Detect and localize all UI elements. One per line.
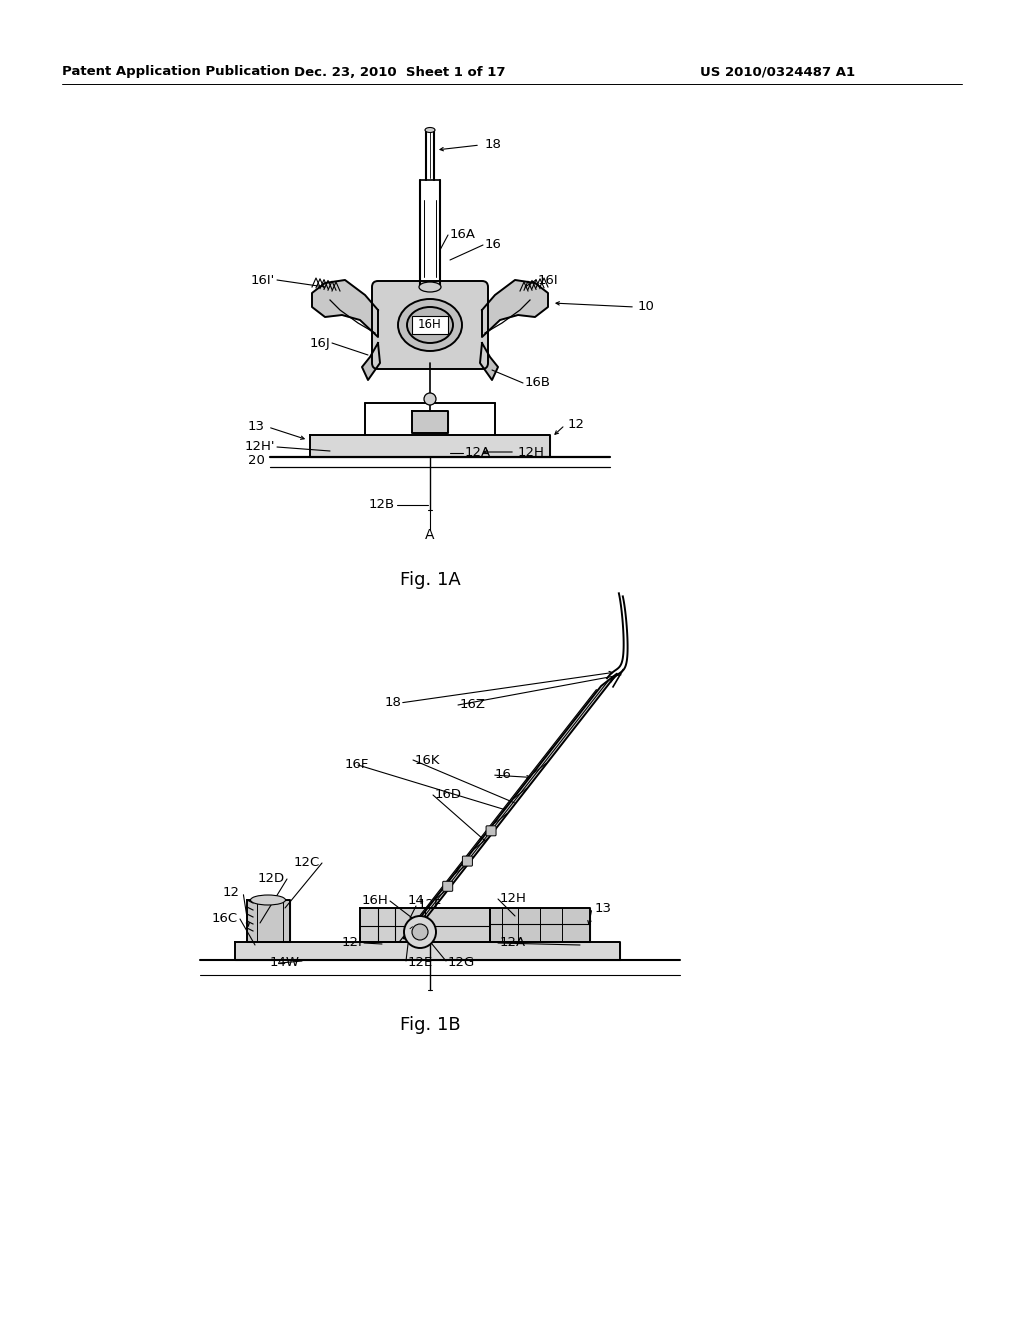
Text: Dec. 23, 2010  Sheet 1 of 17: Dec. 23, 2010 Sheet 1 of 17 [294, 66, 506, 78]
FancyBboxPatch shape [486, 826, 496, 836]
Ellipse shape [407, 308, 453, 343]
Text: 12G: 12G [449, 956, 475, 969]
Text: 12A: 12A [500, 936, 526, 949]
Text: 16H: 16H [361, 894, 388, 907]
Text: A: A [425, 528, 435, 543]
Text: 16J: 16J [309, 337, 330, 350]
Polygon shape [362, 343, 380, 380]
Text: 16A: 16A [450, 228, 476, 242]
Text: 10: 10 [638, 301, 655, 314]
Polygon shape [310, 436, 550, 457]
Ellipse shape [419, 282, 441, 292]
Polygon shape [312, 280, 378, 337]
Ellipse shape [251, 895, 286, 906]
Text: 14: 14 [408, 894, 425, 907]
Circle shape [412, 924, 428, 940]
Text: 16: 16 [495, 768, 512, 781]
FancyBboxPatch shape [372, 281, 488, 370]
Text: 20: 20 [248, 454, 265, 467]
Ellipse shape [425, 128, 435, 132]
Text: 12: 12 [568, 418, 585, 432]
Text: 16D: 16D [435, 788, 462, 801]
Text: 12C: 12C [294, 855, 319, 869]
FancyBboxPatch shape [412, 315, 449, 334]
Text: Patent Application Publication: Patent Application Publication [62, 66, 290, 78]
Text: 16K: 16K [415, 754, 440, 767]
Text: 16H: 16H [418, 318, 442, 331]
Text: 16B: 16B [525, 376, 551, 389]
Text: 16F: 16F [345, 759, 370, 771]
FancyBboxPatch shape [442, 882, 453, 891]
Text: 18: 18 [385, 696, 401, 709]
Text: 12H: 12H [518, 446, 545, 458]
Ellipse shape [398, 300, 462, 351]
Polygon shape [490, 908, 590, 942]
Text: 16I: 16I [538, 273, 559, 286]
Text: Fig. 1A: Fig. 1A [399, 572, 461, 589]
Text: Fig. 1B: Fig. 1B [399, 1016, 461, 1034]
Text: 13: 13 [248, 421, 265, 433]
Text: 12E: 12E [408, 956, 433, 969]
Circle shape [424, 393, 436, 405]
FancyBboxPatch shape [463, 857, 472, 866]
Text: 12H: 12H [500, 891, 527, 904]
Text: 12A: 12A [465, 446, 492, 459]
Text: 12H': 12H' [245, 441, 275, 454]
Text: 16Z: 16Z [460, 698, 486, 711]
Text: 16: 16 [485, 239, 502, 252]
Text: 12: 12 [223, 886, 240, 899]
Text: 13: 13 [595, 902, 612, 915]
Text: 18: 18 [485, 139, 502, 152]
Polygon shape [360, 908, 490, 942]
Text: 16C: 16C [212, 912, 238, 924]
Circle shape [404, 916, 436, 948]
Polygon shape [412, 411, 449, 433]
Polygon shape [482, 280, 548, 337]
Polygon shape [404, 673, 616, 939]
Text: 12F: 12F [418, 899, 442, 912]
Text: 16I': 16I' [251, 273, 275, 286]
Polygon shape [234, 942, 620, 960]
Polygon shape [247, 900, 290, 942]
Polygon shape [480, 343, 498, 380]
Text: 12B: 12B [369, 499, 395, 511]
Text: 12D: 12D [258, 871, 285, 884]
Text: 14W: 14W [270, 956, 300, 969]
Text: 12I: 12I [341, 936, 362, 949]
Text: US 2010/0324487 A1: US 2010/0324487 A1 [700, 66, 855, 78]
